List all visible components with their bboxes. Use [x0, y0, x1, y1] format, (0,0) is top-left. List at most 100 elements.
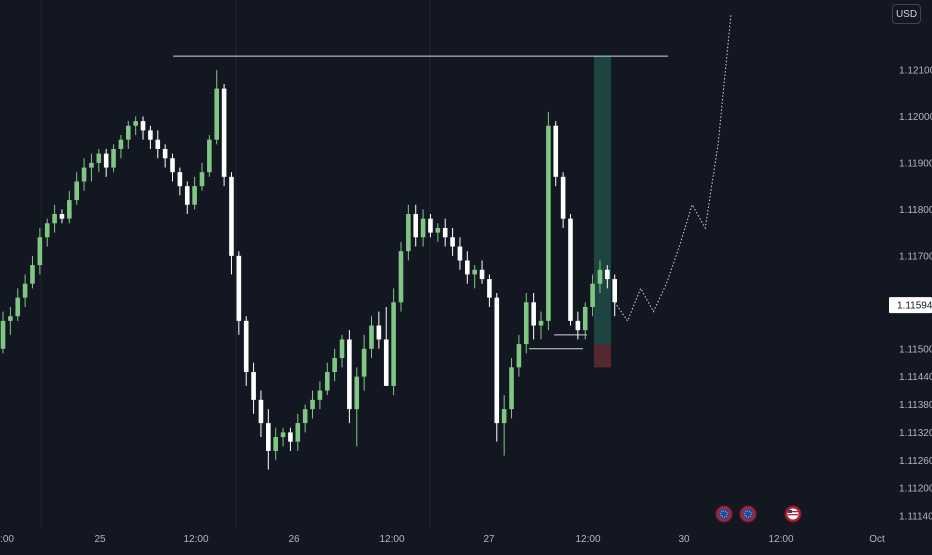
candle	[398, 241, 404, 312]
candle	[140, 116, 146, 140]
candle-body	[494, 297, 500, 424]
candle	[420, 209, 426, 247]
candle-body	[184, 186, 190, 205]
candle	[162, 144, 168, 168]
candle-body	[177, 172, 183, 187]
candle-body	[531, 302, 536, 326]
candle-body	[523, 302, 529, 345]
candle-body	[516, 344, 522, 368]
candle-body	[332, 358, 337, 372]
candle-body	[44, 223, 50, 238]
candle	[597, 260, 603, 293]
price-tick-label: 1.11200	[899, 484, 932, 495]
time-tick-label: :00	[0, 534, 14, 545]
eu-flag-icon[interactable]	[715, 505, 733, 523]
time-tick-label: 30	[678, 534, 690, 545]
candle-body	[597, 269, 603, 284]
candle	[531, 293, 536, 340]
candle-body	[435, 227, 441, 233]
candle-body	[207, 139, 212, 173]
candle	[236, 251, 242, 335]
current-price-label-bg	[889, 297, 932, 314]
price-tick-label: 1.11140	[899, 512, 932, 523]
candle-body	[605, 269, 610, 280]
candle-body	[155, 139, 161, 149]
candle-body	[266, 423, 271, 451]
projection-path	[614, 14, 732, 322]
candle	[15, 288, 21, 321]
candle	[582, 302, 588, 340]
candle-body	[546, 125, 551, 321]
candle-body	[170, 158, 175, 173]
candle	[125, 121, 131, 149]
candle-body	[553, 125, 559, 177]
candle	[546, 111, 551, 331]
time-tick-label: 26	[288, 534, 300, 545]
candle-body	[148, 130, 153, 140]
candle	[442, 218, 448, 247]
candle-body	[103, 153, 109, 168]
candle	[302, 404, 308, 433]
candle-body	[361, 348, 367, 377]
candle-body	[280, 432, 286, 438]
candle	[30, 255, 35, 289]
us-flag-icon[interactable]	[784, 505, 802, 523]
candle	[523, 293, 529, 354]
price-tick-label: 1.12100	[899, 66, 932, 77]
candle	[251, 362, 256, 414]
icon-stripe	[788, 511, 798, 513]
candle	[324, 362, 330, 396]
stop-zone	[594, 344, 611, 368]
candle-body	[37, 237, 43, 266]
candle-body	[376, 325, 382, 340]
candle-body	[354, 376, 360, 410]
projection-line	[614, 14, 732, 322]
currency-button[interactable]: USD	[892, 4, 921, 24]
candle	[538, 311, 544, 340]
candle	[560, 172, 566, 228]
candle-body	[111, 148, 116, 168]
candle-body	[398, 251, 404, 303]
candle-body	[568, 218, 573, 321]
icon-stars	[720, 510, 728, 518]
candle	[339, 334, 345, 368]
candle	[177, 167, 183, 196]
candle-body	[575, 320, 581, 331]
eu-flag-icon[interactable]	[739, 505, 757, 523]
candle	[347, 330, 352, 424]
candle	[243, 316, 249, 386]
candle	[479, 260, 485, 284]
candle-body	[369, 325, 374, 349]
candle-body	[450, 237, 455, 247]
candle-body	[442, 227, 448, 238]
price-tick-label: 1.11500	[899, 344, 932, 355]
candle	[509, 358, 514, 419]
candle-body	[236, 255, 242, 321]
candle-body	[118, 139, 124, 149]
icon-face	[742, 508, 754, 520]
candle-body	[288, 432, 293, 442]
candle	[295, 413, 301, 451]
candle	[391, 288, 396, 396]
candle-body	[406, 214, 411, 252]
candle	[332, 348, 337, 382]
candle-body	[317, 390, 323, 400]
time-tick-label: 12:00	[379, 534, 404, 545]
candle	[207, 135, 212, 177]
grid	[40, 0, 431, 528]
icon-stars	[744, 510, 752, 518]
time-tick-label: 27	[483, 534, 495, 545]
time-tick-label: 12:00	[575, 534, 600, 545]
price-tick-label: 1.11900	[899, 158, 932, 169]
price-axis: 1.12100 1.12000 1.11900 1.11800 1.11700 1.115…	[889, 66, 932, 523]
candle-body	[15, 297, 21, 317]
candle	[258, 390, 264, 438]
candle	[465, 251, 470, 284]
time-tick-label: 25	[94, 534, 106, 545]
candle-body	[501, 409, 507, 424]
candle	[575, 311, 581, 340]
candle-body	[192, 186, 197, 205]
candle	[501, 395, 507, 456]
